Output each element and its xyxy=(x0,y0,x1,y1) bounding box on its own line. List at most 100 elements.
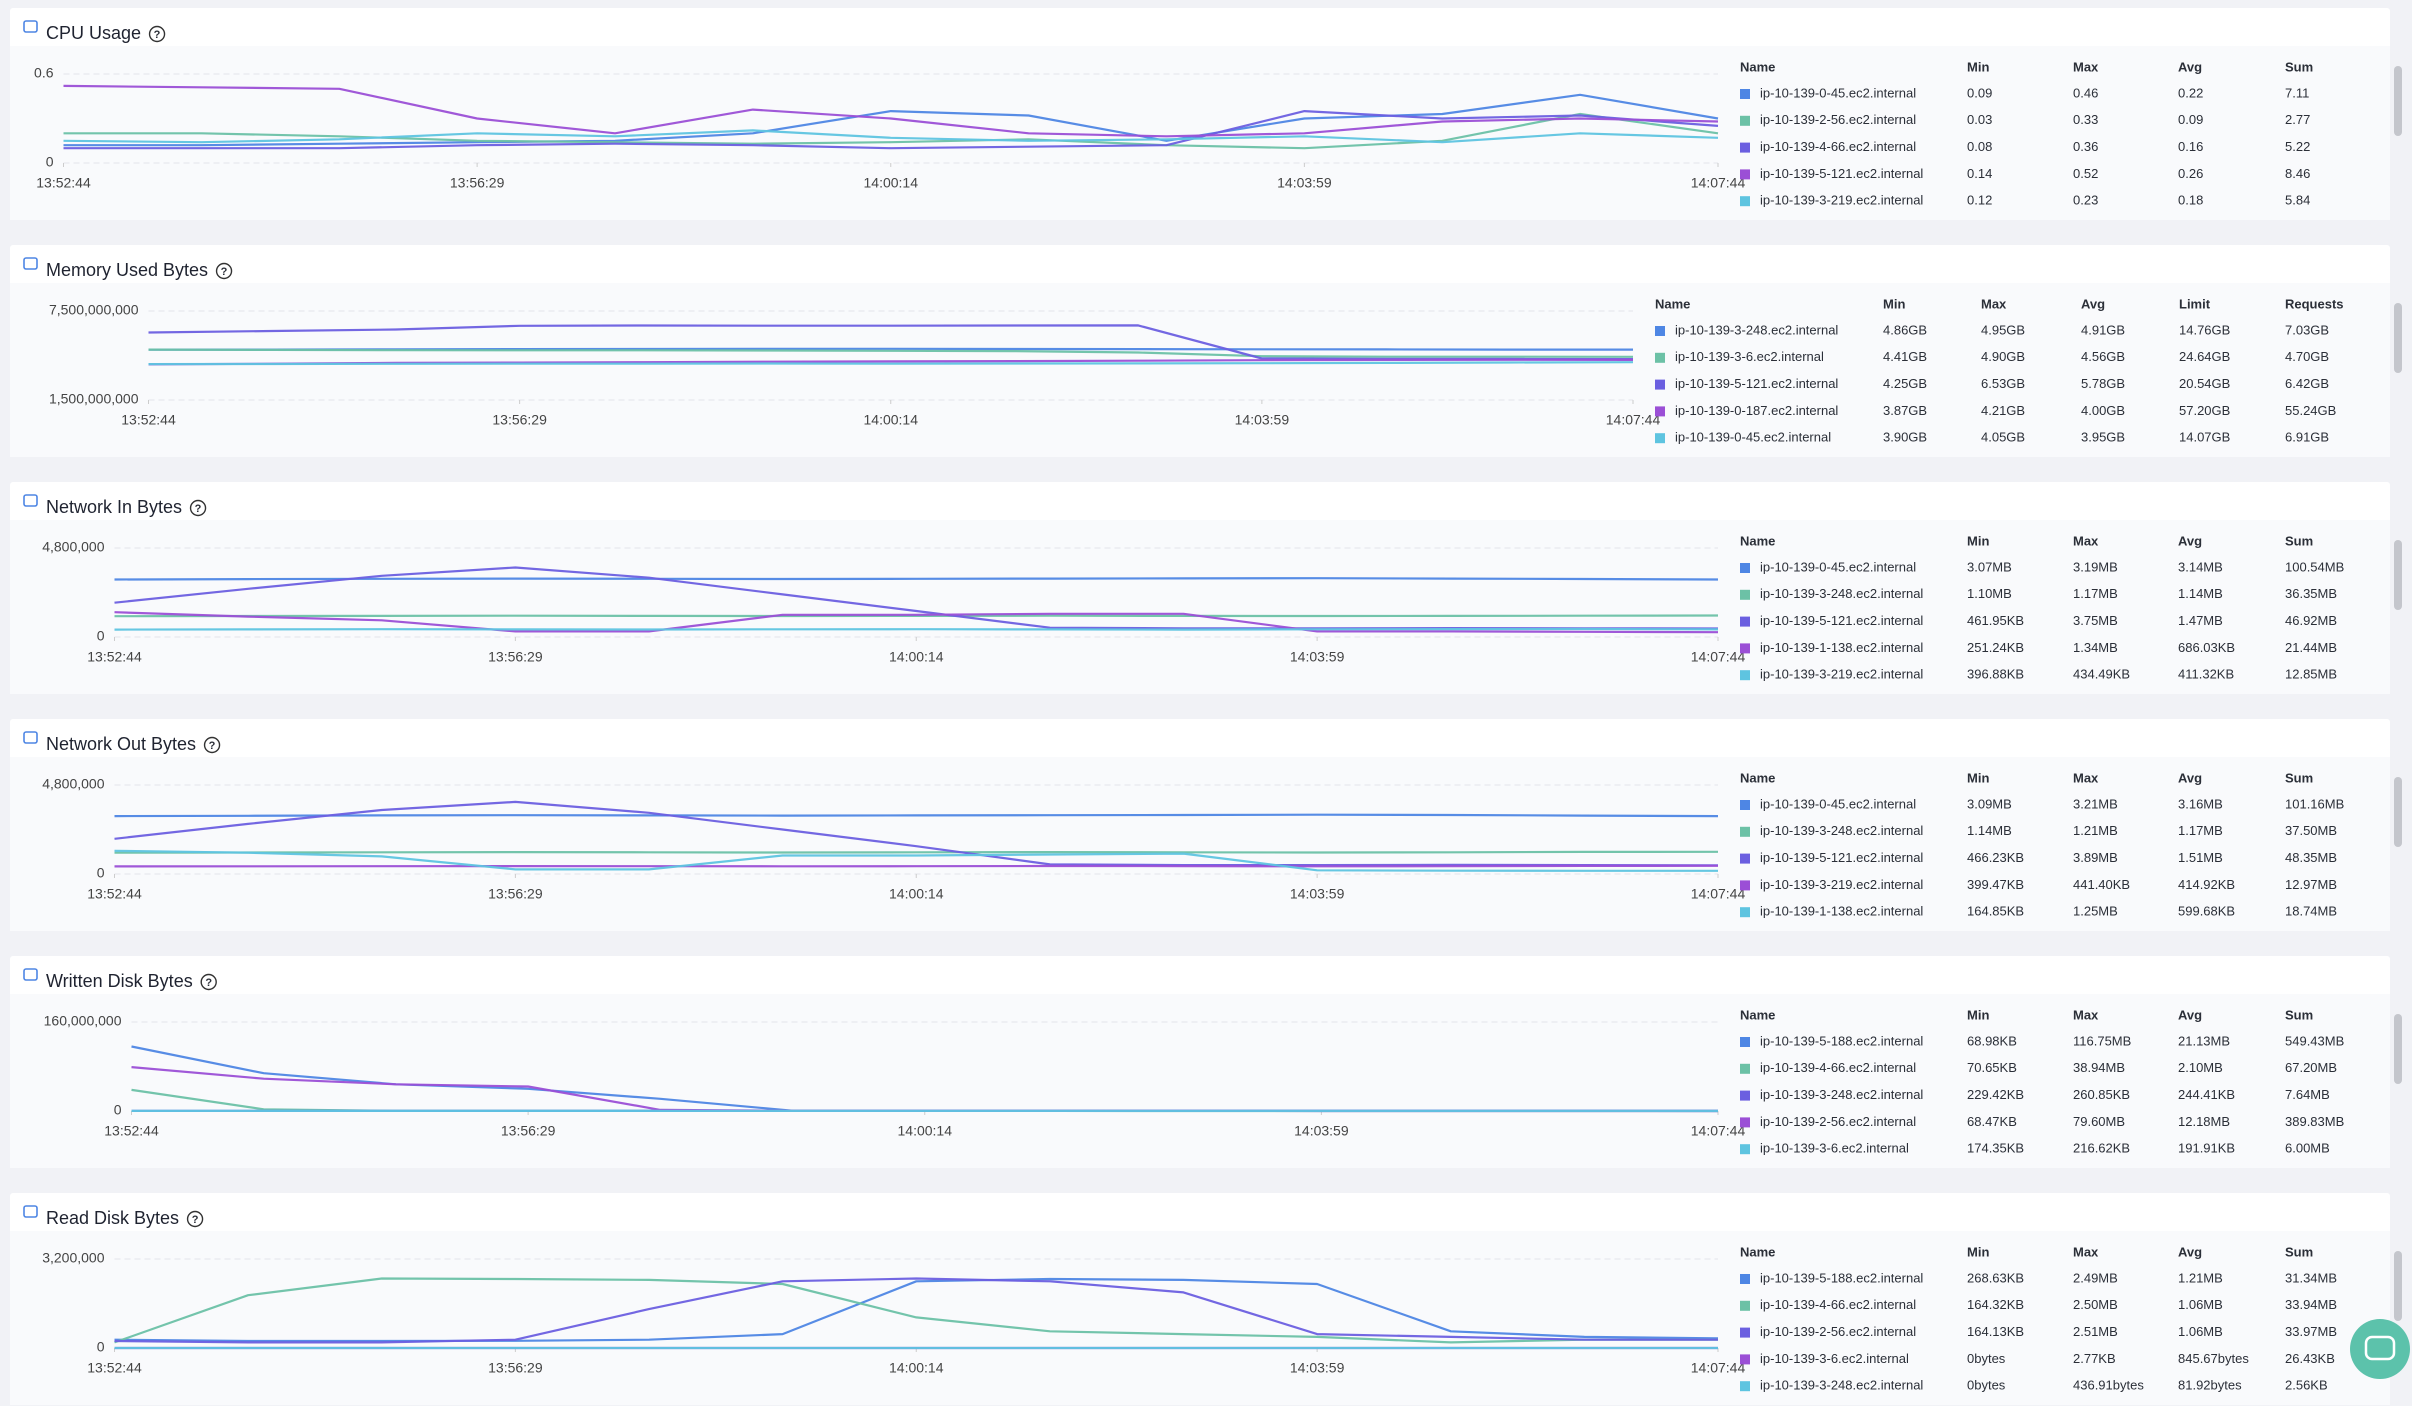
panel-icon xyxy=(23,1205,38,1218)
legend-header: Name xyxy=(1740,533,1775,548)
legend-stat: 0.03 xyxy=(1967,112,1992,127)
legend-stat: 57.20GB xyxy=(2179,403,2230,418)
legend-name: ip-10-139-3-6.ec2.internal xyxy=(1675,349,1824,364)
legend-header: Sum xyxy=(2285,770,2313,785)
legend-name: ip-10-139-0-45.ec2.internal xyxy=(1760,559,1916,574)
legend-stat: 174.35KB xyxy=(1967,1141,2024,1156)
legend-stat: 12.97MB xyxy=(2285,877,2337,892)
legend-stat: 3.14MB xyxy=(2178,559,2223,574)
legend-header: Sum xyxy=(2285,1007,2313,1022)
legend-stat: 251.24KB xyxy=(1967,640,2024,655)
legend-name: ip-10-139-4-66.ec2.internal xyxy=(1760,1060,1916,1075)
legend-stat: 4.41GB xyxy=(1883,349,1927,364)
legend-stat: 1.21MB xyxy=(2073,823,2118,838)
panel-body xyxy=(10,994,2390,1168)
legend-header: Requests xyxy=(2285,296,2344,311)
legend-stat: 3.09MB xyxy=(1967,796,2012,811)
legend-stat: 164.85KB xyxy=(1967,904,2024,919)
legend-stat: 3.95GB xyxy=(2081,430,2125,445)
legend-stat: 0.36 xyxy=(2073,139,2098,154)
legend-name: ip-10-139-3-219.ec2.internal xyxy=(1760,667,1923,682)
series-line xyxy=(148,361,1634,366)
series-line xyxy=(114,614,1719,618)
panel-icon xyxy=(23,20,38,33)
legend-stat: 0.33 xyxy=(2073,112,2098,127)
legend-stat: 2.77 xyxy=(2285,112,2310,127)
legend-stat: 1.06MB xyxy=(2178,1297,2223,1312)
legend-stat: 216.62KB xyxy=(2073,1141,2130,1156)
legend-stat: 164.13KB xyxy=(1967,1324,2024,1339)
x-tick-label: 14:00:14 xyxy=(864,412,919,428)
panel-icon xyxy=(23,968,38,981)
legend-stat: 3.87GB xyxy=(1883,403,1927,418)
help-icon xyxy=(186,1210,204,1228)
legend-stat: 1.10MB xyxy=(1967,586,2012,601)
x-tick-label: 14:00:14 xyxy=(898,1123,953,1139)
legend-stat: 1.06MB xyxy=(2178,1324,2223,1339)
y-tick-label: 4,800,000 xyxy=(42,539,104,555)
legend-name: ip-10-139-3-248.ec2.internal xyxy=(1760,823,1923,838)
legend-stat: 0.09 xyxy=(2178,112,2203,127)
series-line xyxy=(114,1277,1719,1343)
help-mark: ? xyxy=(221,266,228,278)
legend-stat: 436.91bytes xyxy=(2073,1378,2144,1393)
y-tick-label: 3,200,000 xyxy=(42,1250,104,1266)
legend-swatch xyxy=(1740,1300,1750,1311)
legend-stat: 0.52 xyxy=(2073,166,2098,181)
series-line xyxy=(114,627,1719,631)
legend-name: ip-10-139-2-56.ec2.internal xyxy=(1760,112,1916,127)
legend-swatch xyxy=(1740,880,1750,891)
legend-name: ip-10-139-5-188.ec2.internal xyxy=(1760,1270,1923,1285)
x-tick-label: 14:03:59 xyxy=(1235,412,1290,428)
panel-icon xyxy=(23,494,38,507)
x-tick-label: 14:03:59 xyxy=(1290,649,1345,665)
legend-name: ip-10-139-3-219.ec2.internal xyxy=(1760,193,1923,208)
legend-stat: 100.54MB xyxy=(2285,559,2344,574)
legend-header: Name xyxy=(1740,1244,1775,1259)
legend-stat: 70.65KB xyxy=(1967,1060,2017,1075)
legend-stat: 2.50MB xyxy=(2073,1297,2118,1312)
panel-title: Memory Used Bytes xyxy=(46,260,208,280)
legend-swatch xyxy=(1740,1274,1750,1284)
series-line xyxy=(114,864,1719,868)
legend-header: Sum xyxy=(2285,1244,2313,1259)
legend-swatch xyxy=(1740,1327,1750,1338)
x-tick-label: 14:07:44 xyxy=(1691,175,1746,191)
scrollbar xyxy=(2394,777,2402,847)
legend-stat: 33.94MB xyxy=(2285,1297,2337,1312)
legend-swatch xyxy=(1655,433,1665,444)
panel-title: CPU Usage xyxy=(46,23,141,43)
y-tick-label: 160,000,000 xyxy=(44,1013,122,1029)
legend-header: Min xyxy=(1967,533,1989,548)
legend-stat: 4.00GB xyxy=(2081,403,2125,418)
legend-name: ip-10-139-2-56.ec2.internal xyxy=(1760,1324,1916,1339)
legend-stat: 4.25GB xyxy=(1883,376,1927,391)
x-tick-label: 14:00:14 xyxy=(864,175,919,191)
legend-header: Max xyxy=(1981,296,2007,311)
legend-header: Max xyxy=(2073,59,2099,74)
legend-swatch xyxy=(1740,616,1750,627)
legend-name: ip-10-139-5-188.ec2.internal xyxy=(1760,1033,1923,1048)
legend-name: ip-10-139-3-248.ec2.internal xyxy=(1675,322,1838,337)
legend-stat: 6.42GB xyxy=(2285,376,2329,391)
legend-swatch xyxy=(1655,326,1665,336)
y-tick-label: 0 xyxy=(46,154,54,170)
legend-stat: 3.07MB xyxy=(1967,559,2012,574)
x-tick-label: 14:07:44 xyxy=(1691,886,1746,902)
legend-stat: 3.19MB xyxy=(2073,559,2118,574)
legend-stat: 2.10MB xyxy=(2178,1060,2223,1075)
x-tick-label: 13:52:44 xyxy=(87,1360,142,1376)
legend-stat: 8.46 xyxy=(2285,166,2310,181)
scrollbar xyxy=(2394,1014,2402,1084)
help-mark: ? xyxy=(195,503,202,515)
legend-stat: 1.17MB xyxy=(2073,586,2118,601)
legend-stat: 411.32KB xyxy=(2178,667,2234,682)
legend-stat: 4.86GB xyxy=(1883,322,1927,337)
legend-stat: 3.21MB xyxy=(2073,796,2118,811)
x-tick-label: 13:56:29 xyxy=(492,412,547,428)
chat-button[interactable] xyxy=(2350,1319,2410,1379)
legend-stat: 21.13MB xyxy=(2178,1033,2230,1048)
legend-header: Limit xyxy=(2179,296,2211,311)
legend-swatch xyxy=(1740,563,1750,573)
